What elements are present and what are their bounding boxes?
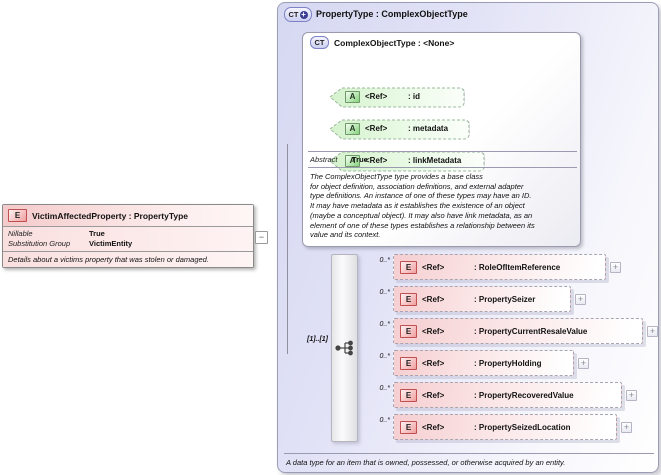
connector-line xyxy=(287,144,288,354)
element-row-property-holding[interactable]: E <Ref> : PropertyHolding xyxy=(393,350,574,376)
occurs-label: 0..* xyxy=(379,257,390,264)
occurs-label: 0..* xyxy=(379,289,390,296)
attribute-name: : id xyxy=(408,92,420,101)
occurs-label: 0..* xyxy=(379,385,390,392)
element-name: : PropertySeizedLocation xyxy=(474,423,571,432)
element-ref: <Ref> xyxy=(422,391,445,400)
element-name: : RoleOfItemReference xyxy=(474,263,561,272)
attribute-row-id[interactable]: A <Ref> : id xyxy=(329,86,469,110)
attribute-icon: A xyxy=(345,91,360,103)
derived-plus-icon: + xyxy=(299,10,308,19)
element-row-role-of-item-reference[interactable]: E <Ref> : RoleOfItemReference xyxy=(393,254,606,280)
element-icon: E xyxy=(400,357,417,370)
occurs-label: 0..* xyxy=(379,321,390,328)
element-icon: E xyxy=(8,209,27,222)
complex-type-panel-property-type: CT + PropertyType : ComplexObjectType CT … xyxy=(277,2,659,473)
facet-row-substitution-group: Substitution Group VictimEntity xyxy=(8,239,253,249)
element-row-property-seizer[interactable]: E <Ref> : PropertySeizer xyxy=(393,286,571,312)
element-ref: <Ref> xyxy=(422,295,445,304)
element-box-header: E VictimAffectedProperty : PropertyType xyxy=(3,205,253,227)
expand-button[interactable]: + xyxy=(578,358,589,369)
panel-annotation: A data type for an item that is owned, p… xyxy=(286,458,566,467)
attribute-icon: A xyxy=(345,155,360,167)
attribute-ref: <Ref> xyxy=(365,92,388,101)
element-icon: E xyxy=(400,325,417,338)
base-type-title: ComplexObjectType : <None> xyxy=(334,38,455,48)
element-ref: <Ref> xyxy=(422,263,445,272)
attribute-shape-outline xyxy=(329,119,470,140)
attribute-row-link-metadata[interactable]: A <Ref> : linkMetadata xyxy=(329,150,489,174)
complex-type-icon-label: CT xyxy=(288,10,299,19)
element-row-property-current-resale-value[interactable]: E <Ref> : PropertyCurrentResaleValue xyxy=(393,318,643,344)
attribute-shape xyxy=(329,87,465,108)
collapse-toggle[interactable]: − xyxy=(255,231,268,244)
element-box-victim-affected-property[interactable]: E VictimAffectedProperty : PropertyType … xyxy=(2,204,254,268)
separator-line xyxy=(284,453,654,454)
complex-type-icon: CT + xyxy=(284,7,312,22)
expand-button[interactable]: + xyxy=(610,262,621,273)
element-row-property-recovered-value[interactable]: E <Ref> : PropertyRecoveredValue xyxy=(393,382,622,408)
facet-label-abstract: Abstract xyxy=(310,155,338,164)
element-ref: <Ref> xyxy=(422,359,445,368)
facet-value: VictimEntity xyxy=(89,239,133,248)
element-icon: E xyxy=(400,293,417,306)
facet-row-nillable: Nillable True xyxy=(8,229,253,239)
base-type-box-complex-object-type[interactable]: CT ComplexObjectType : <None> A <Ref> : … xyxy=(302,32,581,247)
element-icon: E xyxy=(400,389,417,402)
separator-line xyxy=(308,151,577,152)
attribute-icon: A xyxy=(345,123,360,135)
expand-button[interactable]: + xyxy=(621,422,632,433)
attribute-shape xyxy=(329,151,485,172)
element-name: : PropertyHolding xyxy=(474,359,542,368)
occurs-label: 0..* xyxy=(379,417,390,424)
element-icon: E xyxy=(400,421,417,434)
attribute-name: : linkMetadata xyxy=(408,156,462,165)
sequence-icon xyxy=(335,340,353,356)
element-name: : PropertyCurrentResaleValue xyxy=(474,327,588,336)
element-box-annotation: Details about a victims property that wa… xyxy=(3,252,253,267)
expand-button[interactable]: + xyxy=(575,294,586,305)
attribute-row-metadata[interactable]: A <Ref> : metadata xyxy=(329,118,474,142)
attribute-name: : metadata xyxy=(408,124,449,133)
facet-label: Nillable xyxy=(8,229,33,238)
element-box-title: VictimAffectedProperty : PropertyType xyxy=(32,211,189,221)
panel-title: PropertyType : ComplexObjectType xyxy=(316,9,468,19)
element-ref: <Ref> xyxy=(422,327,445,336)
separator-line xyxy=(308,167,577,168)
occurs-label: 0..* xyxy=(379,353,390,360)
attribute-shape-outline xyxy=(329,151,485,172)
expand-button[interactable]: + xyxy=(647,326,658,337)
attribute-ref: <Ref> xyxy=(365,156,388,165)
complex-type-icon: CT xyxy=(310,36,329,49)
element-ref: <Ref> xyxy=(422,423,445,432)
element-icon: E xyxy=(400,261,417,274)
sequence-cardinality: [1]..[1] xyxy=(307,336,328,343)
attribute-ref: <Ref> xyxy=(365,124,388,133)
element-name: : PropertySeizer xyxy=(474,295,536,304)
expand-button[interactable]: + xyxy=(626,390,637,401)
element-name: : PropertyRecoveredValue xyxy=(474,391,574,400)
facet-value: True xyxy=(89,229,105,238)
attribute-shape-outline xyxy=(329,87,465,108)
element-row-property-seized-location[interactable]: E <Ref> : PropertySeizedLocation xyxy=(393,414,617,440)
base-type-annotation: The ComplexObjectType type provides a ba… xyxy=(310,172,535,240)
facet-label: Substitution Group xyxy=(8,239,71,248)
element-box-facets: Nillable True Substitution Group VictimE… xyxy=(3,227,253,252)
facet-value-abstract: True xyxy=(352,155,368,164)
attribute-shape xyxy=(329,119,470,140)
